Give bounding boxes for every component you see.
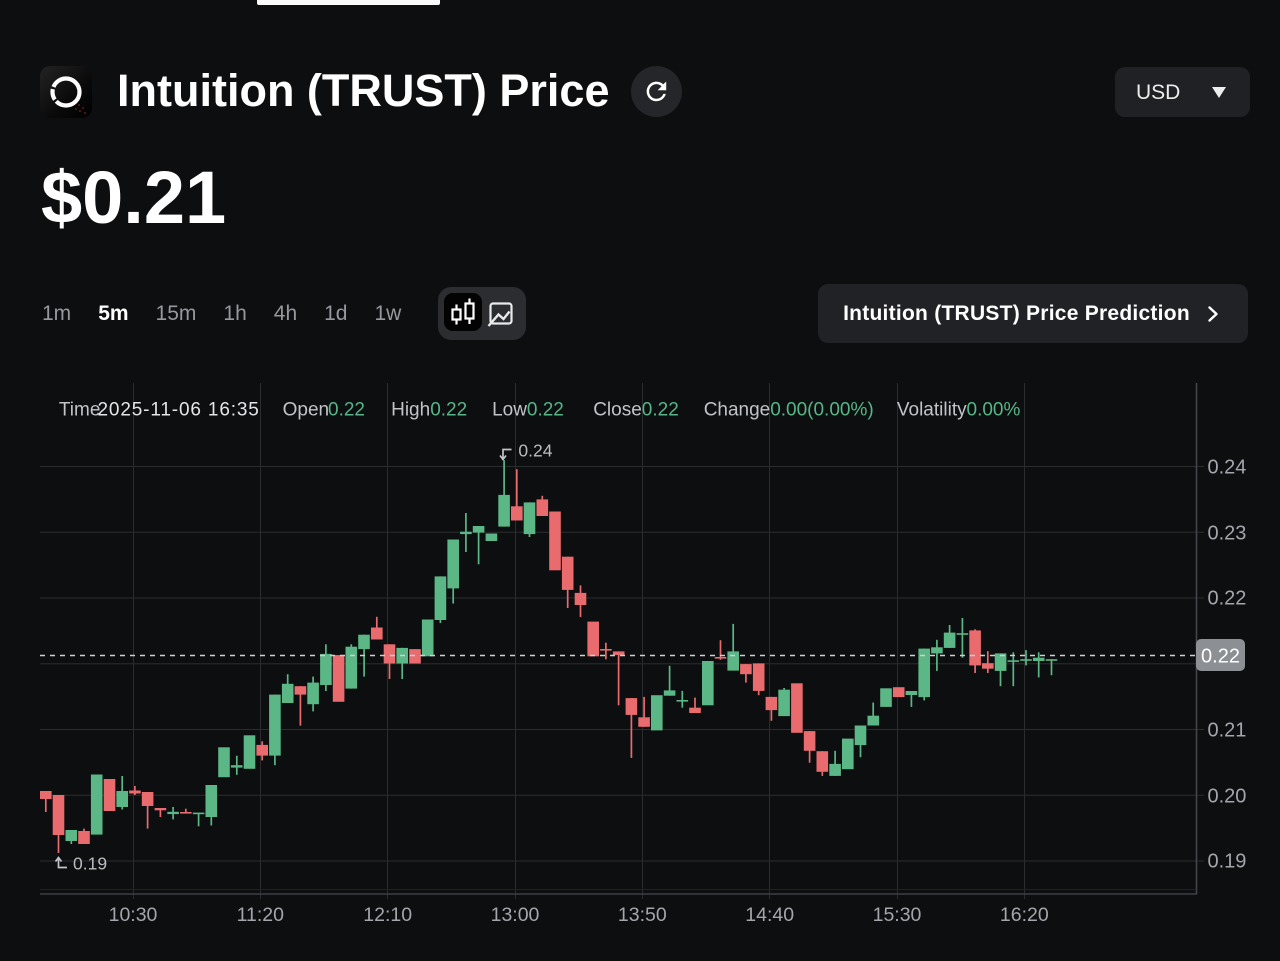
svg-text:13:50: 13:50	[618, 904, 667, 926]
svg-text:0.22: 0.22	[642, 400, 679, 421]
svg-text:0.20: 0.20	[1208, 785, 1247, 807]
svg-text:High: High	[391, 400, 430, 421]
svg-text:Open: Open	[283, 400, 329, 421]
svg-text:0.19: 0.19	[1208, 851, 1247, 873]
svg-text:0.21: 0.21	[1208, 720, 1247, 742]
svg-text:12:10: 12:10	[363, 904, 412, 926]
svg-text:Close: Close	[593, 400, 642, 421]
svg-text:0.19: 0.19	[73, 854, 107, 874]
svg-text:11:20: 11:20	[237, 904, 285, 926]
svg-text:0.23: 0.23	[1208, 522, 1247, 544]
svg-text:2025-11-06 16:35: 2025-11-06 16:35	[98, 400, 260, 421]
svg-text:13:00: 13:00	[491, 904, 540, 926]
svg-text:10:30: 10:30	[109, 904, 158, 926]
svg-text:Time: Time	[59, 400, 101, 421]
svg-text:Volatility: Volatility	[897, 400, 967, 421]
svg-text:Low: Low	[492, 400, 527, 421]
svg-text:0.22: 0.22	[1201, 646, 1240, 668]
svg-text:15:30: 15:30	[873, 904, 922, 926]
svg-text:0.22: 0.22	[1208, 588, 1247, 610]
svg-text:Change: Change	[704, 400, 771, 421]
svg-text:0.22: 0.22	[527, 400, 564, 421]
svg-text:0.00%: 0.00%	[967, 400, 1021, 421]
svg-text:0.22: 0.22	[430, 400, 467, 421]
svg-text:0.24: 0.24	[1208, 457, 1247, 479]
svg-text:0.22: 0.22	[328, 400, 365, 421]
svg-text:16:20: 16:20	[1000, 904, 1049, 926]
svg-text:14:40: 14:40	[745, 904, 794, 926]
svg-text:0.24: 0.24	[518, 441, 552, 461]
svg-text:0.00(0.00%): 0.00(0.00%)	[770, 400, 874, 421]
